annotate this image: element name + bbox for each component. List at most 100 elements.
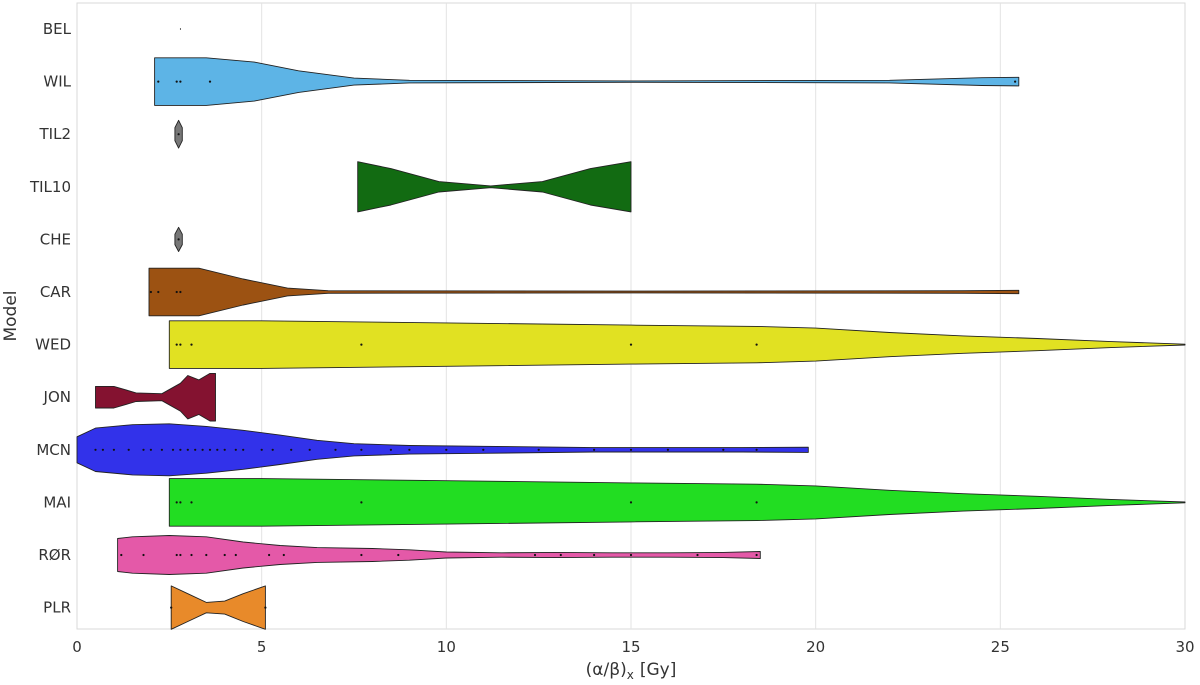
data-point	[334, 448, 337, 451]
data-point	[194, 448, 197, 451]
y-tick-label: RØR	[38, 546, 71, 564]
data-point	[142, 553, 145, 557]
data-point	[755, 553, 758, 557]
violin-body	[154, 57, 1020, 106]
data-point	[177, 133, 180, 136]
data-point	[629, 343, 633, 346]
data-point	[264, 606, 267, 609]
x-tick-label: 10	[437, 638, 456, 656]
data-point	[308, 448, 311, 451]
y-tick-labels: BEL WIL TIL2 TIL10 CHE CAR WED JON MCN MAI RØR PLR	[29, 20, 72, 617]
data-point	[271, 448, 274, 451]
data-point	[666, 448, 670, 451]
data-point	[94, 448, 97, 451]
data-point	[205, 553, 208, 557]
data-point	[216, 448, 219, 451]
data-point	[208, 448, 212, 451]
violin-body	[148, 267, 1020, 317]
y-tick-label: TIL2	[39, 125, 72, 143]
data-point	[482, 448, 485, 451]
y-tick-label: BEL	[43, 20, 72, 38]
violin-body	[357, 161, 632, 213]
x-axis-title-main: (α/β)	[586, 660, 627, 680]
data-point	[290, 448, 293, 451]
data-point	[201, 448, 204, 451]
data-point	[190, 553, 193, 557]
data-point	[177, 238, 180, 241]
x-tick-label: 0	[72, 638, 82, 656]
data-point	[223, 553, 226, 557]
data-point	[186, 448, 189, 451]
y-tick-label: CHE	[40, 230, 71, 248]
violin-che	[174, 226, 183, 252]
violin-body	[168, 478, 1186, 527]
x-axis-title-unit: [Gy]	[640, 660, 677, 680]
data-point	[170, 606, 173, 609]
y-tick-label: WED	[35, 336, 71, 354]
data-point	[149, 448, 152, 451]
data-point	[160, 448, 163, 451]
x-axis-title-subscript: x	[627, 668, 634, 682]
data-point	[360, 501, 363, 504]
data-point	[629, 448, 633, 451]
y-tick-label: CAR	[40, 283, 71, 301]
data-point	[120, 553, 123, 557]
x-tick-label: 30	[1175, 638, 1194, 656]
data-point	[234, 553, 237, 557]
data-point	[142, 448, 145, 451]
data-point	[360, 343, 363, 346]
x-tick-label: 5	[257, 638, 267, 656]
data-point	[397, 553, 400, 557]
data-point	[445, 448, 448, 451]
data-point	[234, 448, 237, 451]
data-point	[171, 448, 175, 451]
data-point	[360, 448, 363, 451]
data-point	[629, 553, 633, 557]
data-point	[593, 448, 596, 451]
data-point	[112, 448, 115, 451]
violins	[76, 28, 1186, 630]
x-tick-label: 20	[806, 638, 825, 656]
violin-r-r	[117, 535, 761, 575]
data-point	[208, 80, 212, 83]
data-point	[175, 290, 178, 294]
data-point	[360, 553, 363, 557]
data-point	[190, 501, 193, 504]
data-point	[179, 448, 182, 451]
y-tick-label: JON	[43, 388, 71, 406]
violin-til2	[174, 119, 183, 149]
y-tick-label: TIL10	[29, 178, 71, 196]
data-point	[157, 290, 160, 294]
data-point	[179, 553, 182, 557]
data-point	[389, 448, 392, 451]
data-point	[282, 553, 285, 557]
y-tick-label: PLR	[43, 599, 71, 617]
data-point	[408, 448, 411, 451]
violin-body	[168, 320, 1186, 369]
data-point	[260, 448, 263, 451]
violin-body	[95, 372, 216, 422]
data-point	[755, 501, 758, 504]
data-point	[175, 553, 178, 557]
data-point	[559, 553, 562, 557]
data-point	[127, 448, 130, 451]
data-point	[175, 80, 178, 83]
data-point	[149, 290, 152, 294]
data-point	[101, 448, 104, 451]
data-point	[1014, 80, 1017, 83]
violin-mcn	[76, 423, 809, 477]
data-point	[175, 343, 178, 346]
data-point	[175, 501, 178, 504]
x-tick-label: 15	[621, 638, 640, 656]
y-tick-label: MAI	[43, 493, 71, 511]
violin-til10	[357, 161, 632, 213]
y-tick-label: WIL	[43, 73, 71, 91]
data-point	[629, 501, 633, 504]
data-point	[190, 343, 193, 346]
data-point	[537, 448, 540, 451]
data-point	[179, 290, 182, 294]
violin-wed	[168, 320, 1186, 369]
y-tick-label: MCN	[36, 441, 71, 459]
